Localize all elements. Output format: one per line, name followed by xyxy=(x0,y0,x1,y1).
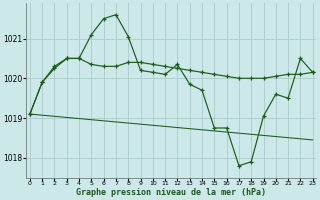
X-axis label: Graphe pression niveau de la mer (hPa): Graphe pression niveau de la mer (hPa) xyxy=(76,188,266,197)
